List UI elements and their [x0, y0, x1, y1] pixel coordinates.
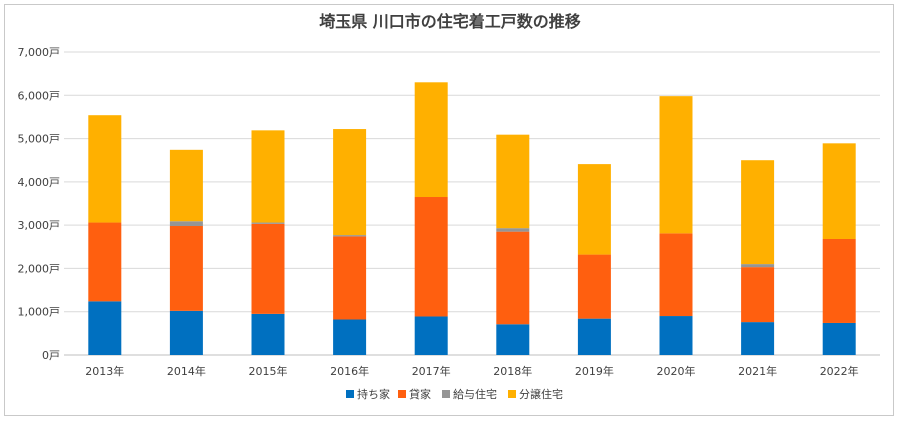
x-tick-label: 2022年: [820, 364, 859, 378]
x-tick-label: 2014年: [167, 364, 206, 378]
x-tick-label: 2017年: [412, 364, 451, 378]
bar-segment: [333, 129, 367, 236]
bar-segment: [88, 301, 122, 355]
bar-segment: [88, 115, 122, 223]
y-tick-label: 4,000戸: [18, 176, 61, 189]
bar-segment: [741, 160, 775, 265]
x-tick-label: 2015年: [249, 364, 288, 378]
bar-segment: [577, 164, 611, 255]
bar-segment: [496, 134, 530, 229]
bar-segment: [251, 222, 285, 224]
bar-segment: [496, 231, 530, 325]
bar-segment: [741, 267, 775, 323]
chart-title: 埼玉県 川口市の住宅着工戸数の推移: [319, 12, 581, 31]
legend-swatch: [346, 390, 354, 398]
bar-segment: [659, 233, 693, 317]
bar-segment: [251, 130, 285, 223]
y-tick-label: 6,000戸: [18, 89, 61, 102]
bar-segment: [251, 313, 285, 355]
bar-segment: [169, 149, 203, 222]
bar-segment: [251, 223, 285, 314]
bar-segment: [577, 318, 611, 355]
bar-segment: [741, 264, 775, 268]
legend-swatch: [508, 390, 516, 398]
legend-label: 分譲住宅: [519, 387, 563, 401]
legend-swatch: [442, 390, 450, 398]
bar-segment: [333, 319, 367, 355]
legend-label: 貸家: [409, 387, 431, 401]
legend-label: 持ち家: [357, 387, 390, 401]
y-tick-label: 2,000戸: [18, 262, 61, 275]
bar-segment: [496, 228, 530, 232]
y-tick-label: 3,000戸: [18, 219, 61, 232]
x-tick-label: 2019年: [575, 364, 614, 378]
bar-segment: [169, 310, 203, 355]
bar-segment: [496, 324, 530, 355]
bar-segment: [822, 143, 856, 239]
bar-segment: [169, 226, 203, 311]
bar-segment: [333, 236, 367, 320]
bar-segment: [88, 222, 122, 302]
x-tick-label: 2013年: [85, 364, 124, 378]
x-tick-label: 2018年: [493, 364, 532, 378]
bar-segment: [333, 235, 367, 237]
bar-segment: [414, 197, 448, 317]
bar-segment: [169, 221, 203, 227]
bar-segment: [822, 238, 856, 323]
y-tick-label: 0戸: [42, 349, 60, 362]
bar-segment: [822, 322, 856, 355]
legend-swatch: [398, 390, 406, 398]
bar-segment: [659, 96, 693, 234]
bar-segment: [414, 316, 448, 355]
bar-segment: [577, 254, 611, 319]
bar-segment: [659, 316, 693, 355]
bar-segment: [414, 82, 448, 198]
x-tick-label: 2020年: [657, 364, 696, 378]
bar-segment: [741, 322, 775, 355]
x-tick-label: 2021年: [738, 364, 777, 378]
legend-label: 給与住宅: [453, 387, 497, 401]
y-tick-label: 7,000戸: [18, 46, 61, 59]
x-tick-label: 2016年: [330, 364, 369, 378]
y-tick-label: 5,000戸: [18, 133, 61, 146]
y-tick-label: 1,000戸: [18, 306, 61, 319]
